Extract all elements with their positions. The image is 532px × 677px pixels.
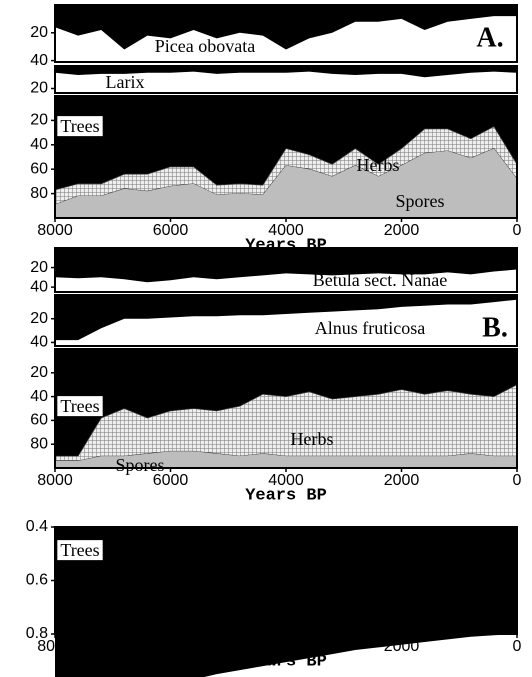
area bbox=[55, 148, 517, 218]
y-tick-label: 20 bbox=[30, 310, 48, 327]
panel-frame bbox=[54, 294, 518, 347]
y-tick-label: 40 bbox=[30, 52, 48, 69]
y-tick-label: 60 bbox=[30, 160, 48, 177]
series-label: Picea obovata bbox=[155, 36, 255, 56]
series-label: Betula sect. Nanae bbox=[313, 270, 447, 290]
y-tick-label: 40 bbox=[30, 278, 48, 295]
area bbox=[55, 295, 517, 341]
label-box bbox=[57, 396, 103, 417]
x-tick-label: 6000 bbox=[153, 222, 189, 239]
panel-frame bbox=[54, 65, 518, 94]
y-tick-label: 80 bbox=[30, 435, 48, 452]
panel-label: B. bbox=[482, 312, 508, 343]
x-tick-label: 0 bbox=[513, 638, 522, 655]
y-tick-label: 60 bbox=[30, 412, 48, 429]
x-tick-label: 4000 bbox=[268, 222, 304, 239]
label-box bbox=[57, 116, 103, 137]
y-tick-label: 80 bbox=[30, 185, 48, 202]
y-tick-label: 20 bbox=[30, 112, 48, 129]
x-tick-label: 0 bbox=[513, 222, 522, 239]
x-tick-label: 4000 bbox=[268, 472, 304, 489]
y-tick-label: 20 bbox=[30, 259, 48, 276]
x-tick-label: 8000 bbox=[37, 638, 73, 655]
series-label: Trees bbox=[60, 540, 99, 560]
x-axis-label: Years BP bbox=[245, 486, 327, 505]
y-tick-label: 20 bbox=[30, 364, 48, 381]
x-tick-label: 4000 bbox=[268, 638, 304, 655]
y-tick-label: 20 bbox=[30, 80, 48, 97]
series-label: Herbs bbox=[357, 155, 400, 175]
x-tick-label: 6000 bbox=[153, 472, 189, 489]
y-tick-label: 0.8 bbox=[26, 625, 48, 642]
series-label: Spores bbox=[396, 191, 445, 211]
y-tick-label: 0.4 bbox=[26, 518, 48, 535]
series-label: Alnus fruticosa bbox=[315, 318, 425, 338]
area bbox=[55, 349, 517, 457]
y-tick-label: 0.6 bbox=[26, 572, 48, 589]
area bbox=[55, 66, 517, 78]
series-label: Spores bbox=[116, 455, 165, 475]
y-tick-label: 20 bbox=[30, 24, 48, 41]
series-label: Trees bbox=[60, 396, 99, 416]
x-axis-label: Years BP bbox=[245, 652, 327, 671]
label-box bbox=[57, 540, 103, 561]
x-tick-label: 8000 bbox=[37, 222, 73, 239]
series-label: Larix bbox=[106, 72, 145, 92]
x-tick-label: 2000 bbox=[384, 472, 420, 489]
x-tick-label: 0 bbox=[513, 472, 522, 489]
series-label: Trees bbox=[60, 116, 99, 136]
area bbox=[55, 248, 517, 283]
y-tick-label: 40 bbox=[30, 334, 48, 351]
x-tick-label: 2000 bbox=[384, 638, 420, 655]
area bbox=[55, 451, 517, 468]
panel-frame bbox=[54, 247, 518, 293]
panel-label: C. bbox=[481, 570, 508, 601]
y-tick-label: 40 bbox=[30, 136, 48, 153]
x-tick-label: 8000 bbox=[37, 472, 73, 489]
x-tick-label: 6000 bbox=[153, 638, 189, 655]
area bbox=[55, 5, 517, 50]
series-label: Herbs bbox=[291, 429, 334, 449]
area bbox=[55, 527, 517, 677]
y-tick-label: 40 bbox=[30, 388, 48, 405]
x-tick-label: 2000 bbox=[384, 222, 420, 239]
panel-label: A. bbox=[476, 22, 503, 53]
